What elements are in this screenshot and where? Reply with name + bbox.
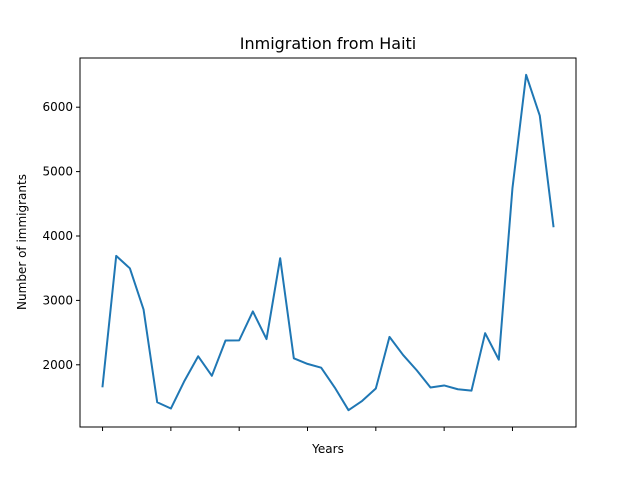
x-axis-label: Years: [311, 442, 344, 456]
series-line: [101, 73, 555, 412]
y-tick-label: 5000: [42, 165, 73, 179]
chart-title: Inmigration from Haiti: [240, 34, 416, 53]
y-tick-label: 4000: [42, 229, 73, 243]
y-axis-ticks: 2000 3000 4000 5000 6000: [42, 100, 80, 372]
y-tick-label: 3000: [42, 293, 73, 307]
plot-frame: [79, 57, 577, 428]
y-tick-label: 6000: [42, 100, 73, 114]
plot-area: 2000 3000 4000 5000 6000: [42, 57, 577, 431]
y-axis-label: Number of immigrants: [15, 174, 29, 310]
y-tick-label: 2000: [42, 358, 73, 372]
x-axis-ticks: [102, 427, 513, 431]
